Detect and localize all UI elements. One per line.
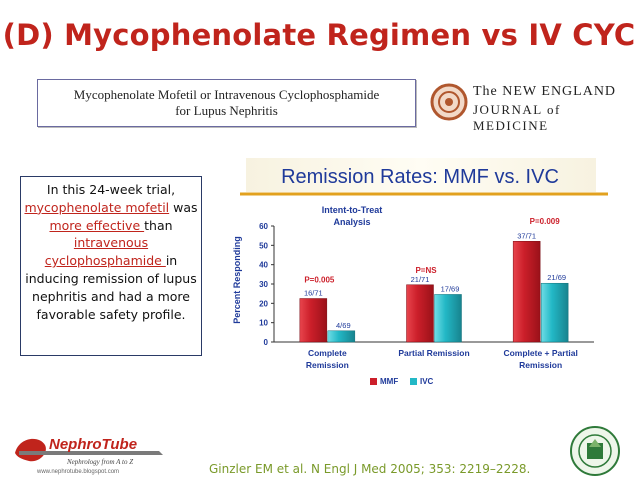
bar-mmf (512, 241, 541, 343)
chart-title: Remission Rates: MMF vs. IVC (281, 166, 559, 188)
y-tick-label: 10 (259, 319, 268, 328)
summary-text-1: In this 24-week trial, (46, 182, 176, 197)
paper-title-line1: Mycophenolate Mofetil or Intravenous Cyc… (73, 87, 380, 102)
paper-title-line2: for Lupus Nephritis (175, 103, 278, 118)
university-seal (566, 425, 624, 477)
nejm-logo: The NEW ENGLAND JOURNAL of MEDICINE (429, 80, 629, 133)
y-tick-label: 20 (259, 299, 268, 308)
nephrotube-url: www.nephrotube.blogspot.com (36, 469, 119, 475)
legend-swatch-ivc (410, 378, 417, 385)
slide-title: (D) Mycophenolate Regimen vs IV CYC (2, 18, 636, 52)
chart-title-banner (246, 158, 596, 192)
p-value-label: P=0.005 (304, 276, 335, 285)
legend-label-mmf: MMF (380, 377, 398, 386)
y-tick-label: 60 (259, 222, 268, 231)
bar-data-label: 17/69 (441, 284, 460, 293)
bar-data-label: 21/69 (547, 273, 566, 282)
nephrotube-logo: NephroTube Nephrology from A to Z www.ne… (9, 431, 177, 475)
summary-more-effective: more effective (49, 217, 145, 233)
y-tick-label: 30 (259, 280, 268, 289)
bar-mmf (406, 284, 434, 343)
chart-subtitle-line1: Intent-to-Treat (322, 205, 383, 215)
nephrotube-name: NephroTube (49, 436, 137, 453)
paper-title-box: Mycophenolate Mofetil or Intravenous Cyc… (37, 79, 416, 127)
summary-text-5: than (144, 217, 173, 233)
chart-subtitle-line2: Analysis (333, 217, 370, 227)
legend-swatch-mmf (370, 378, 377, 385)
bar-mmf (299, 298, 328, 343)
summary-mmf-link: mycophenolate mofetil (24, 199, 170, 215)
nephrotube-logo-graphic: NephroTube Nephrology from A to Z www.ne… (9, 431, 177, 475)
bar-ivc (327, 330, 356, 343)
y-axis-label: Percent Responding (232, 236, 242, 324)
bar-data-label: 16/71 (304, 289, 323, 298)
nephrotube-tagline: Nephrology from A to Z (66, 458, 133, 466)
legend-label-ivc: IVC (420, 377, 434, 386)
bar-data-label: 21/71 (411, 275, 430, 284)
bar-ivc (434, 294, 462, 343)
nejm-line2: JOURNAL of MEDICINE (473, 102, 561, 133)
p-value-label: P=NS (415, 266, 437, 275)
y-tick-label: 40 (259, 261, 268, 270)
p-value-label: P=0.009 (530, 217, 561, 226)
nejm-seal-icon (430, 83, 468, 121)
citation: Ginzler EM et al. N Engl J Med 2005; 353… (209, 462, 531, 476)
summary-box: In this 24-week trial, mycophenolate mof… (20, 176, 202, 356)
x-category-label: Remission (519, 360, 562, 370)
university-seal-icon (570, 426, 620, 476)
kidney-icon (15, 438, 46, 462)
nejm-line1: The NEW ENGLAND (473, 84, 617, 99)
summary-text-7: in inducing remission of lupus nephritis… (25, 253, 197, 322)
bar-ivc (540, 282, 569, 343)
x-category-label: Complete (308, 348, 347, 358)
x-category-label: Partial Remission (398, 348, 469, 358)
y-tick-label: 0 (264, 338, 269, 347)
summary-ivc-link: intravenous cyclophosphamide (44, 235, 166, 269)
y-tick-label: 50 (259, 241, 268, 250)
summary-text-3: was (169, 199, 198, 215)
remission-chart: Remission Rates: MMF vs. IVC Intent-to-T… (226, 152, 622, 400)
bar-data-label: 37/71 (517, 231, 536, 240)
chart-svg: Remission Rates: MMF vs. IVC Intent-to-T… (232, 158, 608, 386)
bar-data-label: 4/69 (336, 321, 351, 330)
x-category-label: Remission (306, 360, 349, 370)
x-category-label: Complete + Partial (503, 348, 577, 358)
